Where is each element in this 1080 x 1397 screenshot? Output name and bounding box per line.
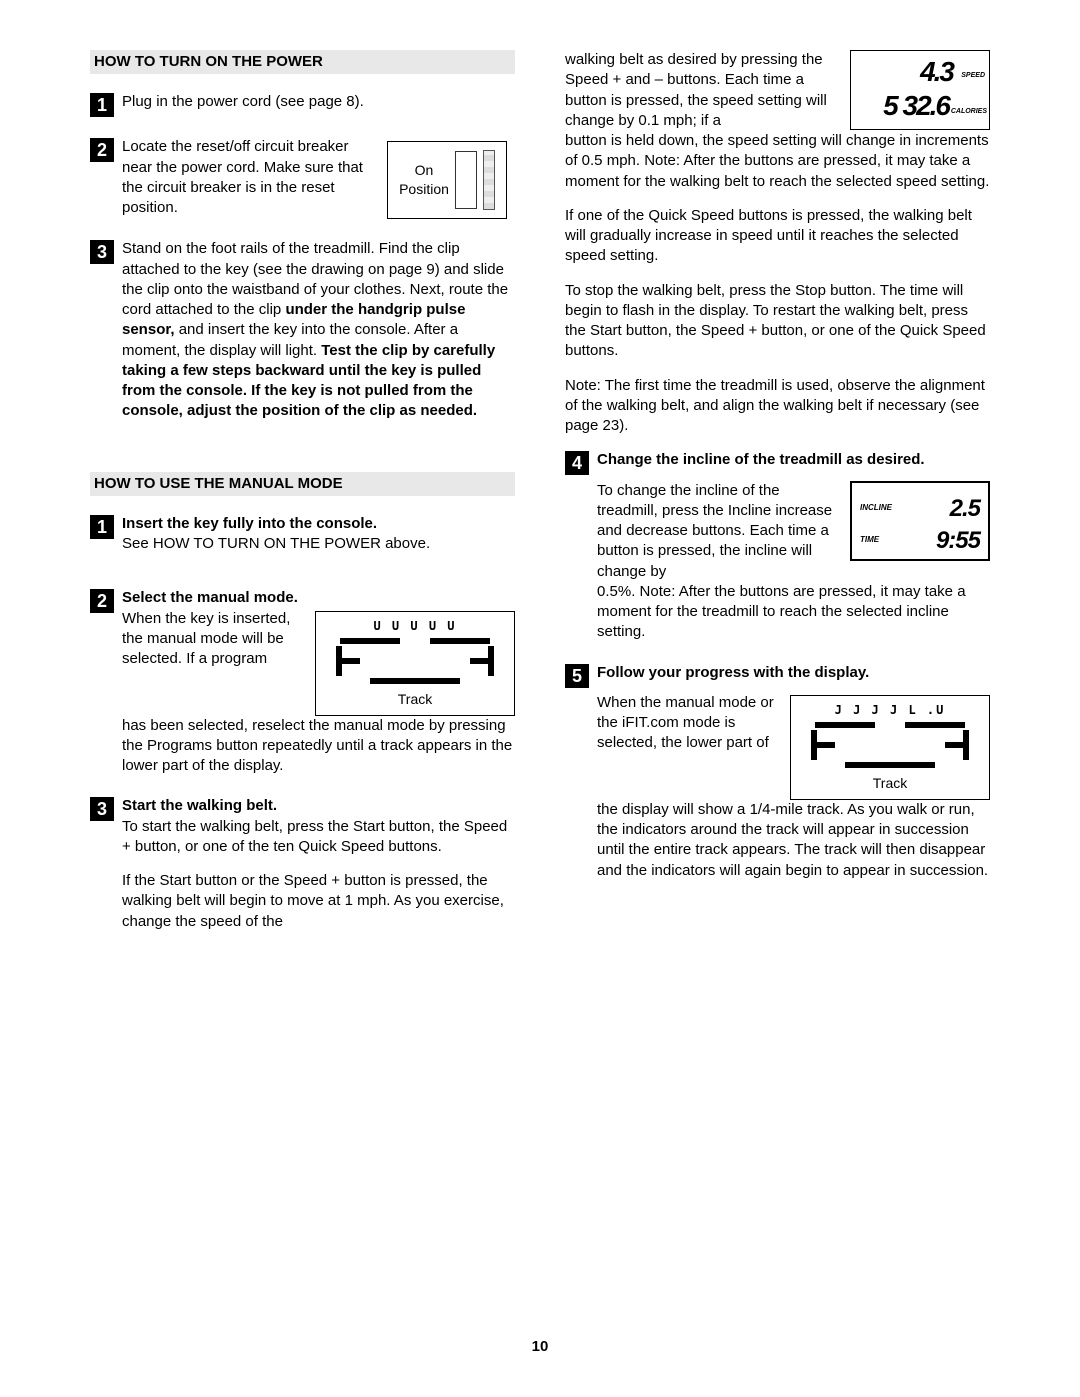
step-number: 3 [90,240,114,264]
page-number: 10 [0,1337,1080,1357]
step-number: 1 [90,93,114,117]
track-oval-icon [340,638,490,684]
manual-step-5: 5 Follow your progress with the display.… [565,663,990,881]
section-heading-power: HOW TO TURN ON THE POWER [90,50,515,74]
track-label: Track [316,690,514,709]
step-number: 2 [90,138,114,162]
step-title: Change the incline of the treadmill as d… [597,450,990,470]
cont-p1b: button is held down, the speed setting w… [565,132,989,190]
track-digits: U U U U U [316,618,514,634]
manual-step-4: 4 Change the incline of the treadmill as… [565,450,990,642]
step-text: See HOW TO TURN ON THE POWER above. [122,534,515,554]
time-value: 9:55 [936,525,980,557]
step-text: Locate the reset/off circuit breaker nea… [122,138,363,216]
step-text: Plug in the power cord (see page 8). [122,93,364,110]
power-step-3: 3 Stand on the foot rails of the treadmi… [90,239,515,421]
step-text-a: When the manual mode or the iFIT.com mod… [597,694,774,752]
lcd-speed-label: SPEED [961,71,985,80]
cont-block-1: 4.3 SPEED 5 32.6 CALORIES walking belt a… [565,50,990,131]
power-step-1: 1 Plug in the power cord (see page 8). [90,92,515,117]
incline-lcd-figure: INCLINE 2.5 TIME 9:55 [850,481,990,561]
step-title: Start the walking belt. [122,796,515,816]
step-text-b: the display will show a 1/4-mile track. … [597,801,988,879]
track-oval-icon [815,722,965,768]
switch-figure: On Position [387,141,507,219]
step-number: 4 [565,451,589,475]
manual-step-2: 2 Select the manual mode. U U U U U Trac… [90,588,515,776]
step-text-b: 0.5%. Note: After the buttons are presse… [597,583,966,641]
section-heading-manual: HOW TO USE THE MANUAL MODE [90,472,515,496]
cont-p3: To stop the walking belt, press the Stop… [565,281,990,362]
step-text-a: To change the incline of the treadmill, … [597,482,832,580]
right-column: 4.3 SPEED 5 32.6 CALORIES walking belt a… [565,50,990,966]
lcd-cal-value: 5 32.6 [883,87,949,125]
lcd-cal-label: CALORIES [951,107,987,116]
step-number: 5 [565,664,589,688]
step-number: 3 [90,797,114,821]
step-title: Insert the key fully into the console. [122,514,515,534]
step-number: 1 [90,515,114,539]
speed-lcd-figure: 4.3 SPEED 5 32.6 CALORIES [850,50,990,130]
track-digits: J J J J L .U [791,702,989,718]
step-number: 2 [90,589,114,613]
lcd-speed-value: 4.3 [920,53,953,91]
switch-icon [455,151,477,209]
step-title: Follow your progress with the display. [597,663,990,683]
switch-plate-icon [483,150,495,210]
time-label: TIME [860,535,879,546]
incline-label: INCLINE [860,503,892,514]
switch-label: On Position [399,161,449,199]
track-label: Track [791,774,989,793]
step-text-b: has been selected, reselect the manual m… [122,717,512,775]
track-figure: U U U U U Track [315,611,515,716]
cont-p4: Note: The first time the treadmill is us… [565,376,990,437]
left-column: HOW TO TURN ON THE POWER 1 Plug in the p… [90,50,515,966]
cont-p1: walking belt as desired by pressing the … [565,51,827,129]
step-p2: If the Start button or the Speed + butto… [122,871,515,932]
manual-step-1: 1 Insert the key fully into the console.… [90,514,515,569]
step-text-a: When the key is inserted, the manual mod… [122,610,290,668]
step-p1: To start the walking belt, press the Sta… [122,817,515,858]
cont-p2: If one of the Quick Speed buttons is pre… [565,206,990,267]
manual-step-3: 3 Start the walking belt. To start the w… [90,796,515,946]
step-title: Select the manual mode. [122,588,515,608]
incline-value: 2.5 [950,493,980,525]
power-step-2: 2 On Position Locate the reset/off circu… [90,137,515,219]
track-figure-2: J J J J L .U Track [790,695,990,800]
